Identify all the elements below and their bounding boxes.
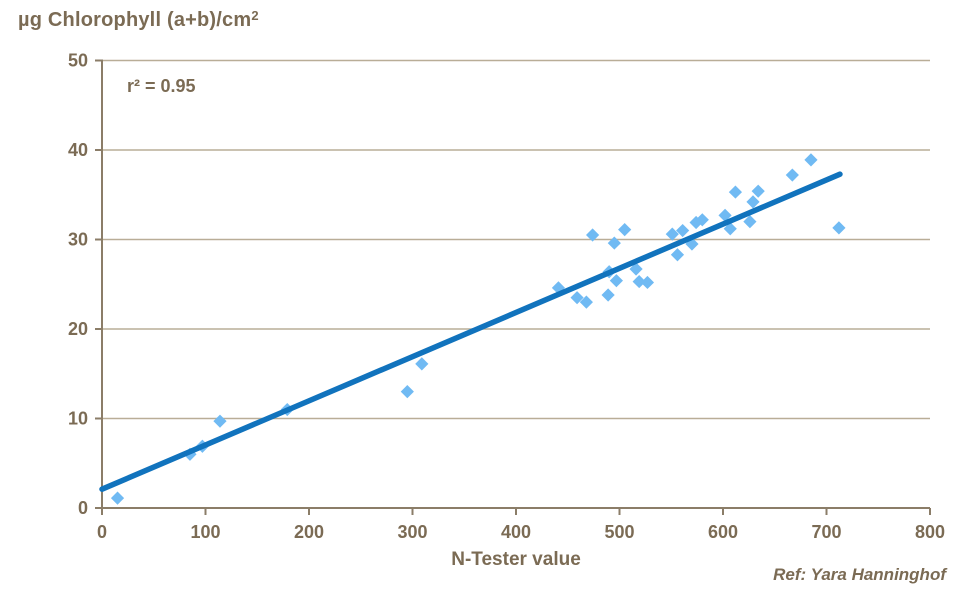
data-point-diamond — [685, 237, 699, 251]
data-point-diamond — [640, 275, 655, 290]
x-axis-title: N-Tester value — [451, 549, 581, 570]
y-tick-label: 40 — [68, 140, 88, 160]
x-tick-label: 800 — [915, 522, 945, 542]
x-tick-label: 300 — [397, 522, 427, 542]
data-point-diamond — [665, 227, 679, 241]
chart-title-text: µg Chlorophyll (a+b)/cm — [18, 9, 252, 31]
chart-title-superscript: 2 — [251, 8, 259, 23]
x-tick-label: 700 — [811, 522, 841, 542]
data-point-diamond — [607, 236, 621, 250]
data-point-diamond — [718, 208, 732, 222]
data-point-diamond — [832, 221, 846, 235]
data-point-diamond — [570, 291, 584, 305]
y-tick-label: 20 — [68, 319, 88, 339]
data-point-diamond — [629, 262, 643, 276]
reference-credit: Ref: Yara Hanninghof — [773, 565, 946, 584]
x-tick-label: 600 — [708, 522, 738, 542]
y-tick-label: 10 — [68, 409, 88, 429]
y-tick-label: 0 — [78, 498, 88, 518]
data-point-diamond — [601, 288, 615, 302]
x-tick-label: 0 — [97, 522, 107, 542]
y-tick-label: 50 — [68, 51, 88, 71]
chart-title: µg Chlorophyll (a+b)/cm2 — [18, 8, 259, 32]
data-point-diamond — [632, 274, 646, 289]
data-point-diamond — [110, 491, 125, 505]
data-point-diamond — [670, 248, 685, 262]
data-point-diamond — [585, 228, 600, 242]
data-point-diamond — [746, 195, 760, 209]
data-point-diamond — [551, 281, 566, 295]
data-point-diamond — [804, 153, 818, 167]
trend-line — [99, 171, 843, 492]
x-tick-label: 400 — [501, 522, 531, 542]
data-point-diamond — [618, 223, 632, 237]
data-point-diamond — [743, 215, 757, 229]
data-point-diamond — [695, 213, 709, 227]
x-tick-label: 500 — [604, 522, 634, 542]
data-point-diamond — [723, 222, 737, 236]
x-tick-label: 100 — [190, 522, 220, 542]
data-point-diamond — [213, 414, 227, 428]
data-point-diamond — [676, 223, 690, 238]
data-point-diamond — [785, 168, 799, 182]
y-tick-label: 30 — [68, 230, 88, 250]
data-point-diamond — [751, 184, 765, 198]
x-tick-label: 200 — [294, 522, 324, 542]
data-point-diamond — [728, 185, 743, 199]
r-squared-annotation: r² = 0.95 — [127, 76, 196, 96]
data-point-diamond — [415, 357, 429, 371]
data-point-diamond — [400, 385, 414, 399]
data-point-diamond — [579, 295, 593, 309]
data-point-diamond — [609, 274, 623, 288]
